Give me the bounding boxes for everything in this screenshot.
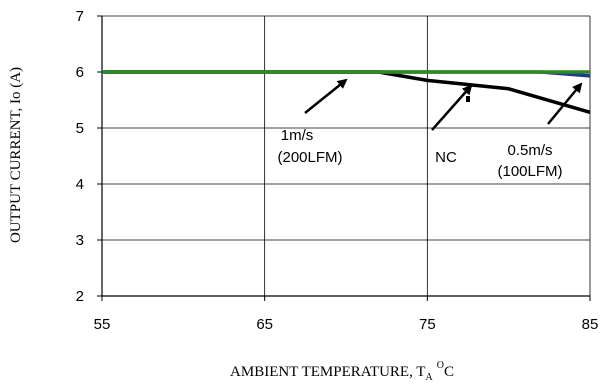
x-tick-label: 55 — [94, 316, 111, 333]
y-tick-label: 4 — [76, 176, 84, 193]
annotation-200lfm-line1: 1m/s — [281, 127, 314, 144]
x-tick-label: 75 — [419, 316, 436, 333]
y-tick-label: 3 — [76, 232, 84, 249]
y-tick-labels: 2 3 4 5 6 7 — [76, 8, 84, 305]
arrow-100lfm — [547, 82, 583, 125]
y-tick-label: 7 — [76, 8, 84, 25]
annotation-100lfm-line1: 0.5m/s — [507, 142, 552, 159]
nc-marker — [466, 96, 470, 102]
y-tick-label: 2 — [76, 288, 84, 305]
series-layer — [102, 70, 591, 115]
x-axis-title-degree: O — [437, 360, 444, 371]
series-line-nc — [102, 70, 591, 115]
x-axis-title-main: AMBIENT TEMPERATURE, T — [230, 364, 425, 380]
annotation-100lfm-line2: (100LFM) — [497, 163, 562, 180]
annotation-200lfm-line2: (200LFM) — [277, 149, 342, 166]
annotation-nc: NC — [435, 149, 457, 166]
arrow-200lfm — [304, 78, 348, 114]
y-axis-title: OUTPUT CURRENT, Io (A) — [8, 67, 24, 243]
x-tick-label: 85 — [582, 316, 599, 333]
x-axis-title: AMBIENT TEMPERATURE, TAOC — [230, 360, 454, 383]
annotation-arrows — [304, 78, 583, 131]
x-axis-title-subscript: A — [425, 372, 433, 383]
plot-frame — [97, 15, 591, 301]
x-axis-title-unit: C — [444, 364, 454, 380]
x-tick-label: 65 — [256, 316, 273, 333]
arrow-nc — [431, 84, 473, 131]
y-tick-label: 5 — [76, 120, 84, 137]
y-tick-label: 6 — [76, 64, 84, 81]
x-tick-labels: 55 65 75 85 — [94, 316, 599, 333]
